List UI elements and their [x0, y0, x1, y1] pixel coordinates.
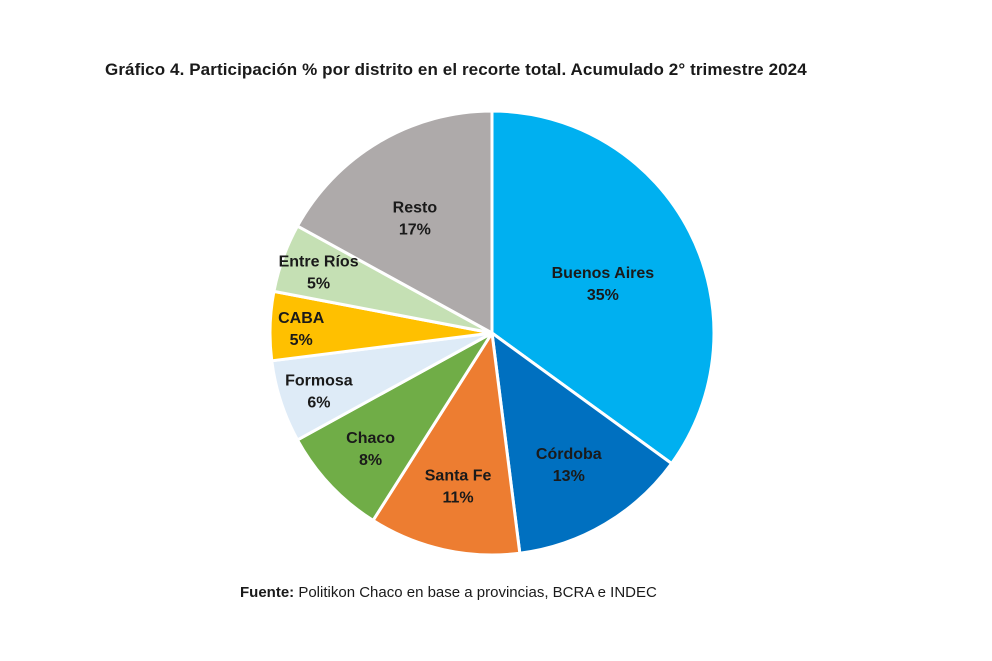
- source-note: Fuente: Politikon Chaco en base a provin…: [240, 584, 657, 601]
- slice-label-value: 13%: [553, 468, 585, 485]
- slice-label-name: Córdoba: [536, 446, 602, 463]
- slice-label-value: 17%: [399, 221, 431, 238]
- slice-label-name: Chaco: [346, 430, 395, 447]
- slice-label-value: 35%: [587, 287, 619, 304]
- pie-slice-santa-fe: [371, 331, 522, 557]
- slice-label-value: 11%: [443, 490, 474, 507]
- slice-label-name: Santa Fe: [425, 468, 492, 485]
- slice-label-value: 5%: [290, 332, 313, 349]
- pie-slice-buenos-aires: [490, 109, 716, 465]
- slice-label-name: Resto: [393, 199, 438, 216]
- slice-label-value: 5%: [307, 276, 330, 293]
- pie-slice-c-rdoba: [490, 331, 674, 555]
- slice-label-value: 8%: [359, 452, 382, 469]
- source-label: Fuente:: [240, 584, 295, 601]
- chart-title: Gráfico 4. Participación % por distrito …: [105, 60, 807, 79]
- slice-label-name: Entre Ríos: [279, 254, 359, 271]
- slice-label-name: Buenos Aires: [552, 265, 655, 282]
- pie-slices: [268, 109, 716, 557]
- pie-slice-chaco: [295, 331, 494, 522]
- slice-label-name: CABA: [278, 310, 325, 327]
- pie-labels: Buenos Aires 35% Córdoba 13% Santa Fe 11% Chac…: [278, 199, 654, 506]
- slice-label-value: 6%: [307, 394, 330, 411]
- slice-label-name: Formosa: [285, 372, 353, 389]
- source-text: Politikon Chaco en base a provincias, BC…: [294, 584, 657, 601]
- pie-slice-resto: [295, 109, 494, 335]
